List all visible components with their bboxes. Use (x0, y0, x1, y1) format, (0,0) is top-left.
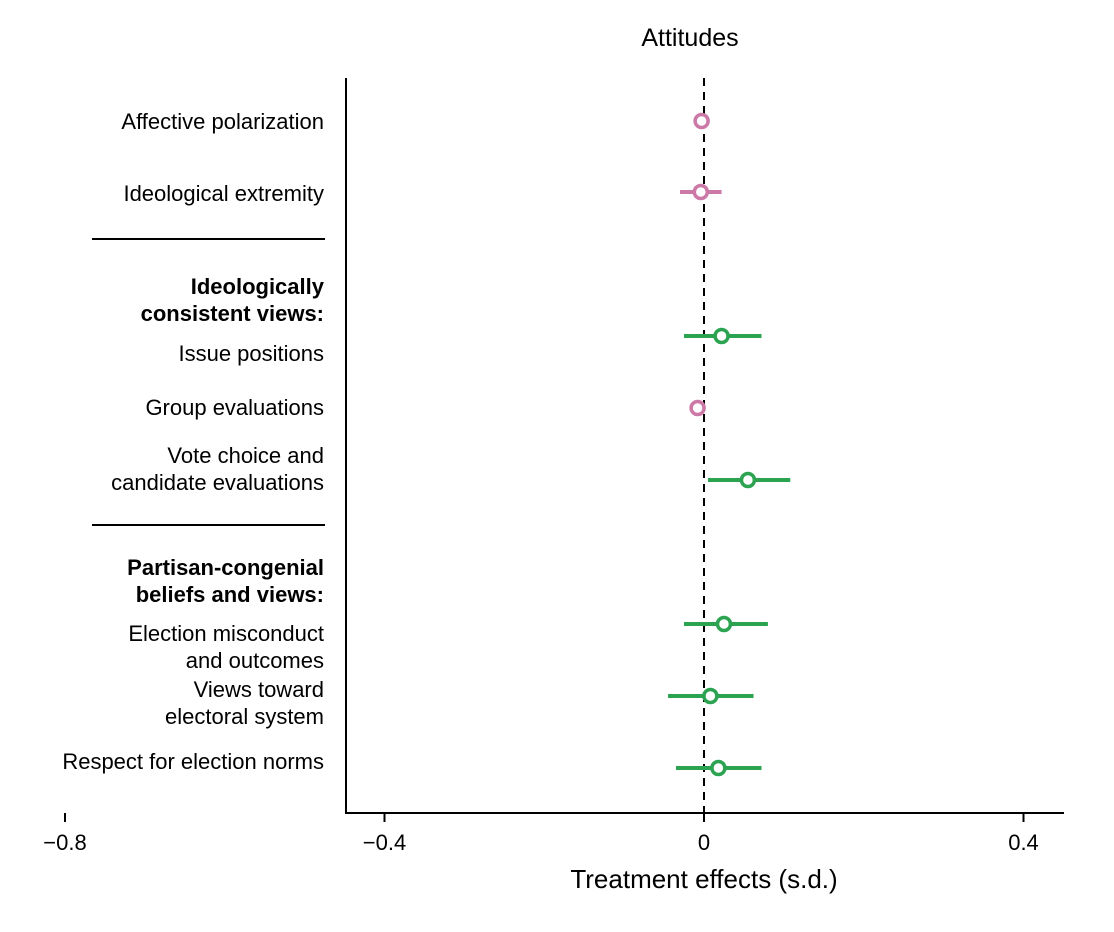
group-heading: beliefs and views: (136, 582, 324, 607)
row-label: Affective polarization (121, 109, 324, 134)
x-tick-label: 0.4 (1008, 830, 1039, 855)
row-label: Group evaluations (145, 395, 324, 420)
group-heading: consistent views: (141, 301, 324, 326)
row-label: Election misconduct (128, 621, 324, 646)
point-estimate (710, 759, 727, 777)
point-estimate (693, 112, 710, 130)
row-label: Views toward (194, 677, 324, 702)
row-label: Vote choice and (167, 443, 324, 468)
chart-title: Attitudes (641, 24, 738, 52)
x-tick-label: 0 (698, 830, 710, 855)
row-label: and outcomes (186, 648, 324, 673)
point-estimate (692, 183, 710, 201)
row-label: electoral system (165, 704, 324, 729)
point-estimate (715, 615, 733, 633)
point-estimate (702, 687, 719, 705)
row-label: Issue positions (178, 341, 324, 366)
group-heading: Partisan-congenial (127, 555, 324, 580)
row-label: Ideological extremity (123, 181, 324, 206)
estimate-marks (668, 112, 791, 777)
x-tick-label: −0.4 (363, 830, 406, 855)
x-axis-ticks: −0.8−0.400.40.8 (43, 813, 1039, 855)
point-estimate (689, 399, 706, 417)
point-estimate (713, 327, 730, 345)
x-axis-label: Treatment effects (s.d.) (570, 864, 837, 894)
x-tick-label: −0.8 (43, 830, 86, 855)
row-label: Respect for election norms (62, 749, 324, 774)
row-label: candidate evaluations (111, 470, 324, 495)
point-estimate (739, 471, 757, 489)
group-separators (92, 238, 325, 526)
group-heading: Ideologically (191, 274, 325, 299)
